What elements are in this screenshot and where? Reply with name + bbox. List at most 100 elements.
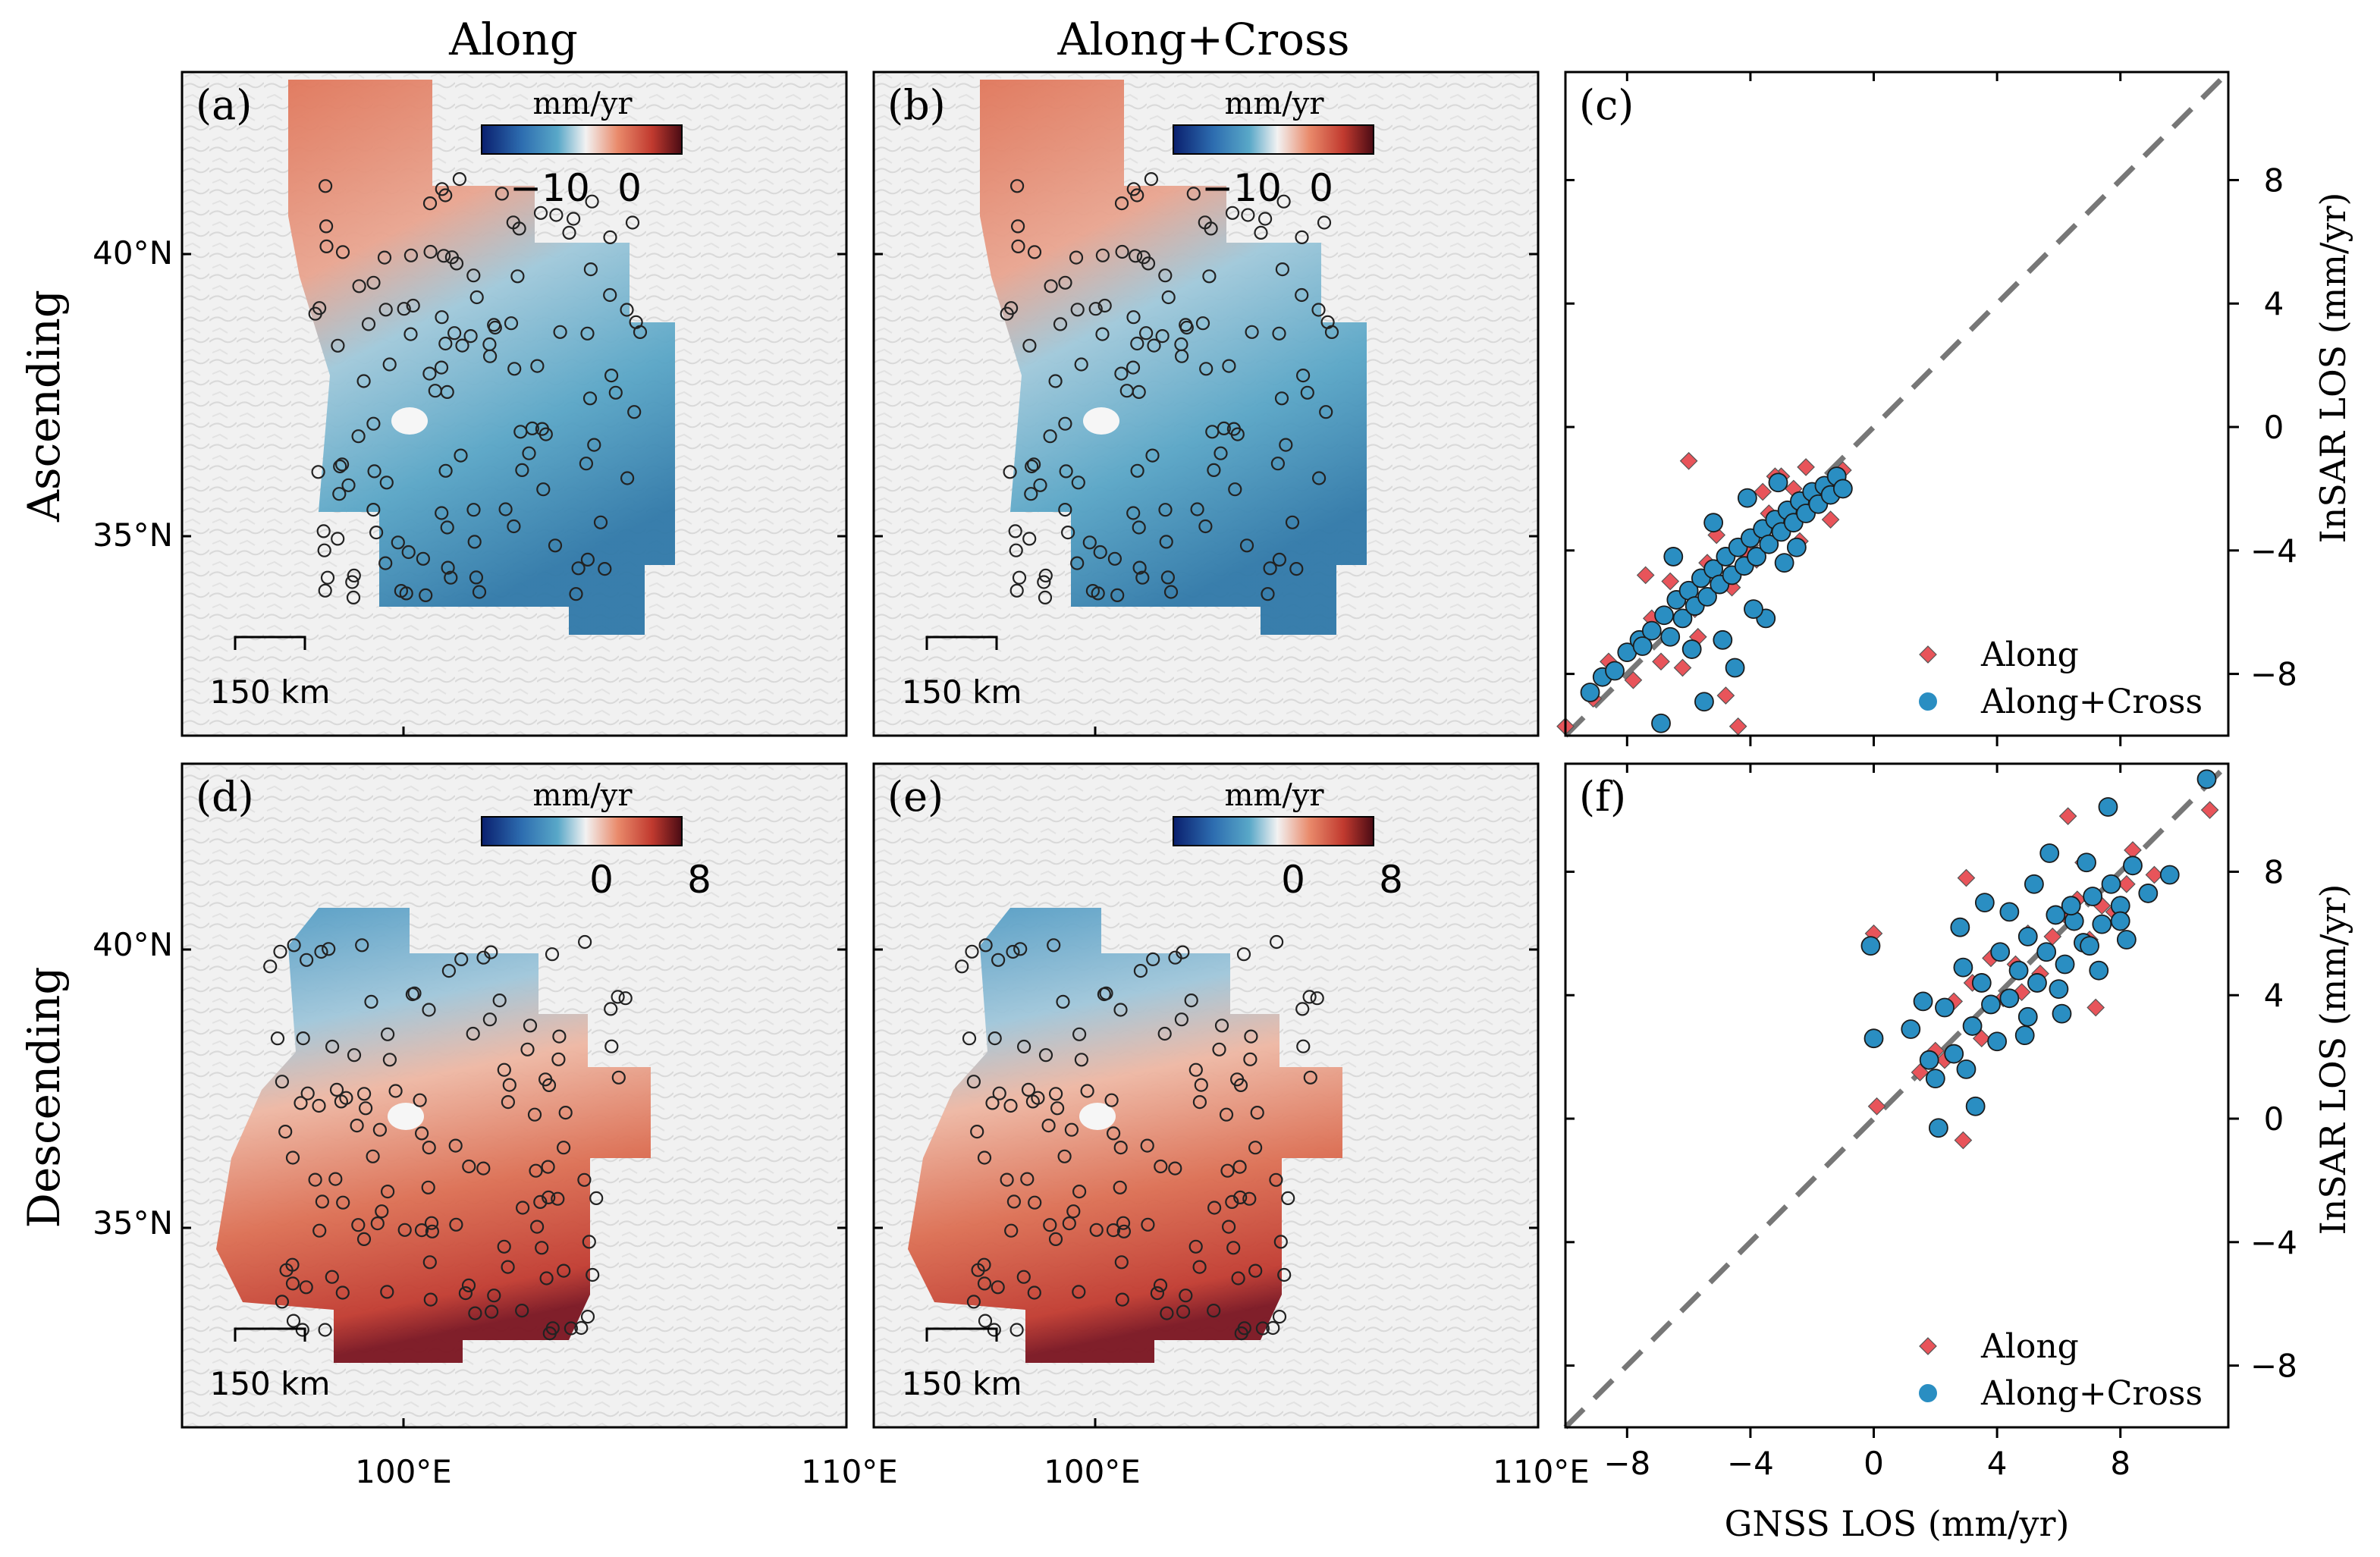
data-gap <box>1079 1103 1116 1130</box>
gnss-station-marker <box>1025 459 1039 474</box>
gnss-station-marker <box>585 194 599 209</box>
gnss-station-marker <box>444 570 458 585</box>
gnss-station-marker <box>1020 1172 1035 1186</box>
gnss-station-marker <box>397 302 411 316</box>
gnss-station-marker <box>1048 374 1063 388</box>
gnss-station-marker <box>275 1075 289 1089</box>
gnss-station-marker <box>1146 952 1160 966</box>
scatter-point-along <box>1636 566 1655 585</box>
gnss-station-marker <box>1041 1119 1056 1133</box>
one-to-one-line <box>1563 70 2231 738</box>
row-title-descending: Descending <box>18 967 70 1229</box>
gnss-station-marker <box>627 405 642 419</box>
gnss-station-marker <box>504 316 519 331</box>
gnss-station-marker <box>437 249 451 263</box>
gnss-station-marker <box>620 471 635 485</box>
gnss-station-marker <box>604 1002 618 1016</box>
gnss-station-marker <box>551 1052 566 1066</box>
gnss-station-marker <box>1160 1306 1174 1320</box>
gnss-station-marker <box>1110 588 1125 603</box>
gnss-station-marker <box>1239 538 1254 553</box>
gnss-station-marker <box>1009 1323 1024 1337</box>
colorbar-unit: mm/yr <box>1224 86 1324 121</box>
gnss-station-marker <box>992 1086 1006 1100</box>
gnss-station-marker <box>1214 446 1228 460</box>
gnss-station-marker <box>1003 465 1017 479</box>
scatter-point-along <box>1661 572 1680 591</box>
gnss-station-marker <box>308 1172 322 1187</box>
gnss-station-marker <box>1258 212 1273 226</box>
gnss-station-marker <box>955 959 969 974</box>
gnss-station-marker <box>1004 1223 1019 1238</box>
gnss-station-marker <box>425 1224 439 1238</box>
gnss-station-marker <box>335 245 350 259</box>
gnss-station-marker <box>320 570 335 585</box>
gnss-station-marker <box>329 1082 344 1097</box>
scatter-point-along <box>1652 652 1670 671</box>
gnss-station-marker <box>286 1314 301 1328</box>
scatter-point-along-cross <box>1737 488 1757 508</box>
scatter-point-along-cross <box>1672 608 1693 629</box>
scatter-point-along-cross <box>2055 954 2075 975</box>
gnss-station-marker <box>1154 1159 1168 1174</box>
col-title-along-cross: Along+Cross <box>1057 14 1350 65</box>
gnss-station-marker <box>1059 464 1073 479</box>
x-tick-label: 8 <box>2110 1445 2130 1482</box>
legend-label-along: Along <box>1980 636 2079 674</box>
gnss-station-marker <box>1179 318 1193 332</box>
gnss-station-marker <box>1139 326 1154 341</box>
scatter-point-along <box>2200 801 2219 819</box>
gnss-station-marker <box>557 1263 571 1278</box>
gnss-station-marker <box>1095 248 1110 262</box>
gnss-station-marker <box>359 1101 373 1116</box>
gnss-station-marker <box>583 262 598 277</box>
gnss-station-marker <box>270 1031 285 1046</box>
scatter-point-along-cross <box>1925 1069 1945 1089</box>
gnss-station-marker <box>441 964 456 978</box>
gnss-station-marker <box>492 994 507 1008</box>
gnss-station-marker <box>484 945 498 959</box>
gnss-station-marker <box>440 520 454 535</box>
gnss-station-marker <box>574 1320 589 1336</box>
legend-label-along-cross: Along+Cross <box>1980 683 2203 721</box>
gnss-station-marker <box>403 248 418 262</box>
gnss-station-marker <box>361 317 376 331</box>
gnss-station-marker <box>611 990 625 1004</box>
gnss-station-marker <box>364 994 378 1009</box>
gnss-station-marker <box>1248 1141 1263 1155</box>
gnss-station-marker <box>1070 556 1085 570</box>
gnss-station-marker <box>335 1285 350 1300</box>
scatter-point-along-cross <box>1703 513 1724 533</box>
gnss-station-marker <box>316 524 331 538</box>
gnss-station-marker <box>401 545 416 560</box>
gnss-station-marker <box>1276 194 1291 209</box>
gnss-station-marker <box>414 1223 429 1238</box>
gnss-station-marker <box>1113 1141 1128 1155</box>
gnss-station-marker <box>1296 1039 1311 1053</box>
gnss-station-marker <box>1011 219 1025 234</box>
colorbar-unit: mm/yr <box>1224 778 1324 813</box>
gnss-station-marker <box>1003 1098 1018 1113</box>
gnss-station-marker <box>285 1150 300 1165</box>
map-frame <box>181 762 848 1429</box>
gnss-station-marker <box>406 298 420 313</box>
scatter-point-along-cross <box>1990 942 2011 962</box>
gnss-station-marker <box>448 1138 463 1153</box>
scatter-point-along-cross <box>1747 547 1766 567</box>
colorbar-tick-label: −10 <box>510 166 590 210</box>
gnss-station-marker <box>382 1053 397 1067</box>
gnss-station-marker <box>476 1161 491 1176</box>
gnss-station-marker <box>1242 1191 1257 1206</box>
gnss-station-marker <box>319 219 334 234</box>
gnss-station-marker <box>382 357 397 372</box>
gnss-station-marker <box>1126 360 1141 375</box>
gnss-station-marker <box>1222 359 1236 373</box>
gnss-station-marker <box>1273 1235 1288 1249</box>
scatter-point-along-cross <box>1901 1019 1921 1039</box>
gnss-station-marker <box>285 1276 300 1291</box>
gnss-station-marker <box>1107 551 1122 566</box>
gnss-station-marker <box>978 938 993 953</box>
gnss-station-marker <box>611 1070 626 1085</box>
lon-label-110e-right: 110°E <box>1493 1453 1590 1490</box>
gnss-station-marker <box>1043 429 1057 444</box>
